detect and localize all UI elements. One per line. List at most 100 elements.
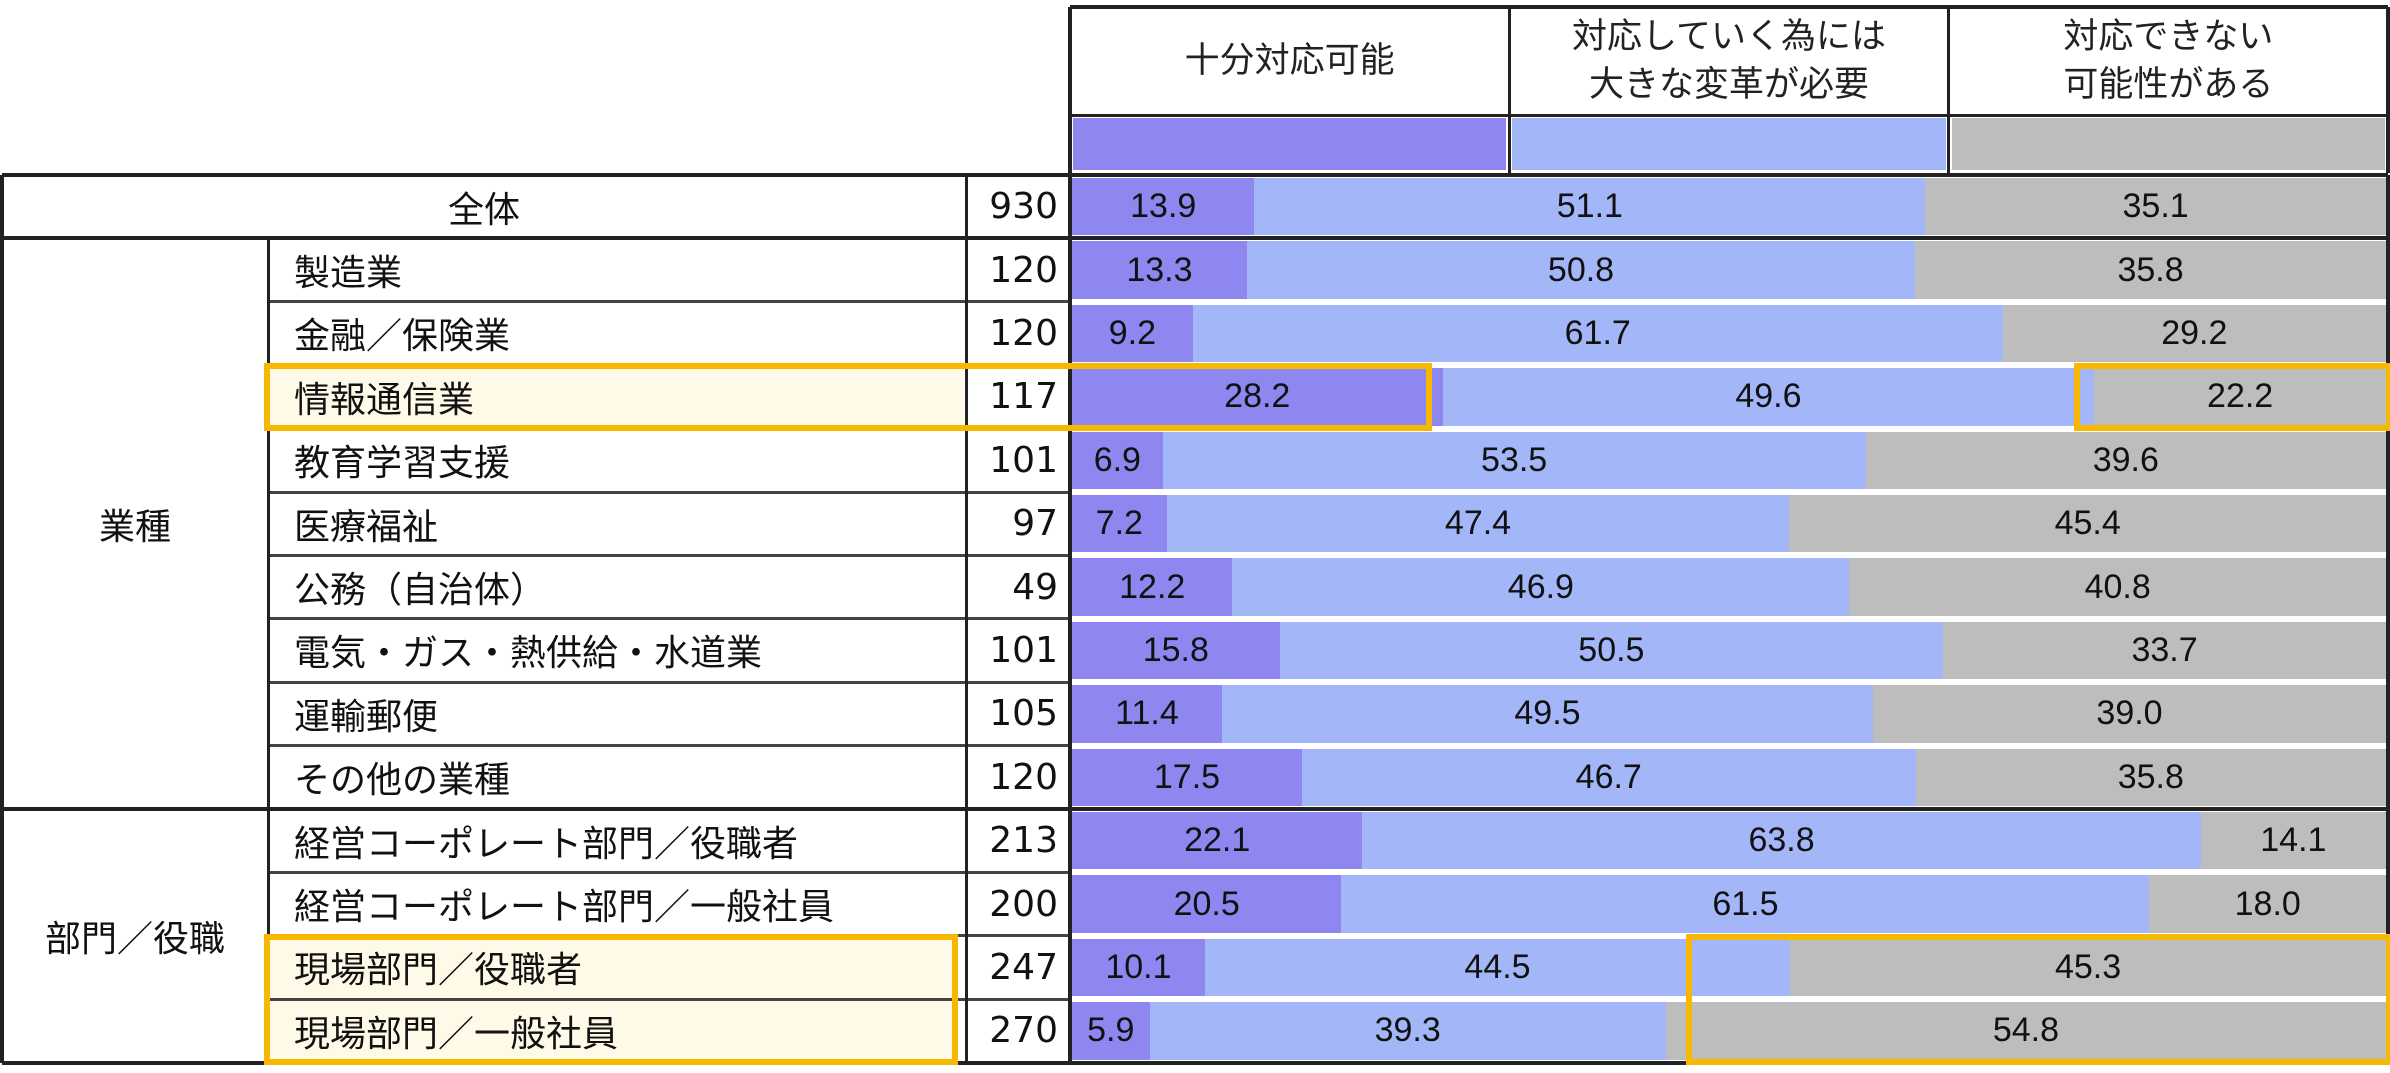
row-sample-size: 101 [989,439,1058,481]
data-label: 13.9 [1130,187,1197,226]
bar-segment: 9.2 [1072,304,1193,363]
bar-segment: 28.2 [1072,368,1443,426]
bar-segment: 7.2 [1072,495,1167,553]
data-label: 5.9 [1087,1011,1135,1050]
data-label: 10.1 [1105,947,1172,986]
data-label: 47.4 [1444,504,1512,543]
row-label: 情報通信業 [294,379,475,421]
bar-segment: 15.8 [1072,621,1280,680]
grid-line [2,807,2388,811]
bar-segment: 45.3 [1790,938,2386,997]
data-label: 18.0 [2234,884,2301,923]
row-label: 現場部門／役職者 [294,950,583,992]
data-label: 35.8 [2117,250,2184,289]
data-label: 49.5 [1514,694,1581,733]
data-label: 50.5 [1578,630,1645,669]
grid-line [1070,997,2388,1001]
data-label: 45.3 [2054,947,2122,986]
highlight-box [2074,363,2390,431]
data-label: 49.6 [1735,377,1802,416]
bar-segment: 22.2 [2094,368,2386,426]
data-label: 51.1 [1556,187,1623,226]
row-sample-size: 270 [989,1010,1058,1052]
row-label: 運輸郵便 [294,696,439,738]
data-label: 61.5 [1712,884,1779,923]
data-label: 39.3 [1374,1011,1441,1050]
grid-line [1070,744,2388,748]
row-sample-size: 97 [1012,503,1058,545]
row-sample-size: 120 [989,249,1058,291]
row-label: 製造業 [294,253,403,295]
row-sample-size: 120 [989,756,1058,798]
highlight-box [1686,933,2390,1065]
legend-header-1: 十分対応可能 [1184,41,1395,81]
highlight-box [264,933,958,1065]
data-label: 61.7 [1564,313,1631,352]
row-sample-size: 213 [989,820,1058,862]
grid-line [2,1060,2388,1065]
bar-segment: 45.4 [1789,495,2386,553]
row-sample-size: 247 [989,946,1058,988]
grid-line [1070,680,2388,684]
data-label: 45.4 [2054,504,2121,543]
data-label: 40.8 [2084,567,2151,606]
row-label: 経営コーポレート部門／一般社員 [294,887,835,929]
data-label: 33.7 [2131,630,2198,669]
bar-segment: 46.9 [1232,558,1850,616]
data-label: 35.8 [2117,757,2184,796]
grid-line [1070,300,2388,304]
bar-segment: 46.7 [1301,748,1916,806]
grid-line [1947,7,1951,173]
data-label: 29.2 [2161,313,2228,352]
data-label: 63.8 [1748,821,1815,860]
data-label: 39.6 [2092,440,2159,479]
data-label: 22.2 [2207,377,2274,416]
row-sample-size: 117 [989,376,1058,418]
bar-segment: 61.7 [1192,304,2003,363]
grid-line [1070,113,2388,117]
data-label: 28.2 [1224,377,1291,416]
row-label: 教育学習支援 [294,443,511,485]
bar-segment: 11.4 [1072,685,1222,743]
bar-segment: 49.5 [1221,685,1874,743]
row-sample-size: 49 [1012,566,1058,608]
bar-segment: 63.8 [1362,812,2201,870]
data-label: 44.5 [1464,947,1531,986]
bar-segment: 44.5 [1204,938,1791,997]
grid-line [1070,617,2388,621]
bar-segment: 35.8 [1915,748,2386,806]
data-label: 14.1 [2260,821,2327,860]
data-label: 35.1 [2122,187,2189,226]
legend-swatch-3 [1951,118,2385,170]
legend-header-2: 対応していく為には 大きな変革が必要 [1572,17,1886,105]
grid-line [1070,490,2388,494]
bar-segment: 29.2 [2002,304,2386,363]
bar-segment: 39.6 [1865,431,2386,489]
data-label: 13.3 [1126,250,1193,289]
row-sample-size: 120 [989,312,1058,354]
bar-segment: 13.3 [1072,241,1247,299]
data-label: 9.2 [1108,313,1157,352]
bar-segment: 39.3 [1149,1002,1666,1060]
grid-line [2,173,2388,177]
group-label: 業種 [98,506,171,548]
legend-swatch-2 [1512,118,1946,170]
bar-segment: 50.5 [1279,621,1944,680]
row-sample-size: 930 [989,186,1058,228]
grid-line [1070,5,2388,9]
group-label: 部門／役職 [44,918,225,960]
bar-segment: 35.1 [1925,178,2386,236]
bar-segment: 40.8 [1849,558,2386,616]
grid-line [2386,7,2390,173]
legend-swatch-1 [1073,118,1507,170]
bar-segment: 20.5 [1072,875,1342,933]
bar-segment: 54.8 [1665,1002,2386,1060]
grid-line [964,175,968,1063]
data-label: 53.5 [1481,440,1548,479]
row-label: 医療福祉 [294,506,439,548]
data-label: 54.8 [1992,1011,2060,1050]
data-label: 11.4 [1115,694,1179,733]
grid-line [268,617,1070,621]
bar-segment: 13.9 [1072,178,1255,236]
grid-line [268,744,1070,748]
